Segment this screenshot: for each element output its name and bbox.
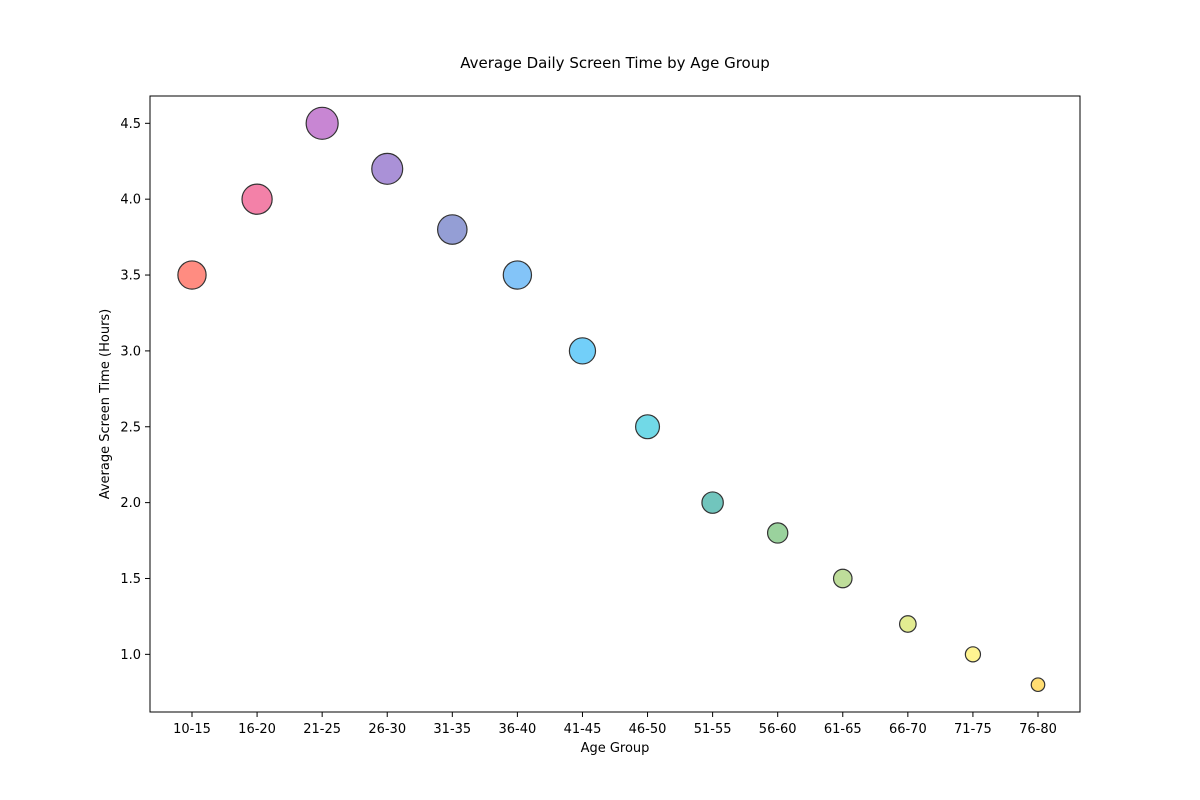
y-tick-label: 3.0 bbox=[120, 344, 141, 359]
x-tick-label: 26-30 bbox=[368, 722, 406, 737]
y-axis: 1.0 1.5 2.0 2.5 3.0 3.5 4.0 4.5 bbox=[120, 117, 150, 663]
y-tick-label: 2.0 bbox=[120, 496, 141, 511]
data-point-41-45 bbox=[568, 337, 597, 365]
plot-frame bbox=[149, 95, 1081, 713]
x-tick-label: 10-15 bbox=[173, 722, 211, 737]
x-tick-label: 51-55 bbox=[694, 722, 732, 737]
data-point-10-15 bbox=[177, 260, 207, 290]
x-tick-label: 61-65 bbox=[824, 722, 862, 737]
data-point-76-80 bbox=[1030, 677, 1046, 693]
y-tick-label: 3.5 bbox=[120, 269, 141, 284]
x-tick-label: 46-50 bbox=[629, 722, 667, 737]
x-tick-label: 21-25 bbox=[303, 722, 341, 737]
data-point-26-30 bbox=[371, 152, 404, 185]
x-tick-label: 36-40 bbox=[498, 722, 536, 737]
x-tick-label: 71-75 bbox=[954, 722, 992, 737]
x-tick-label: 66-70 bbox=[889, 722, 927, 737]
x-axis-label: Age Group bbox=[581, 741, 650, 756]
data-point-36-40 bbox=[502, 260, 533, 290]
y-tick-label: 4.5 bbox=[120, 117, 141, 132]
y-tick-label: 1.5 bbox=[120, 572, 141, 587]
data-point-51-55 bbox=[701, 491, 724, 514]
chart-title: Average Daily Screen Time by Age Group bbox=[460, 54, 770, 72]
data-point-31-35 bbox=[437, 214, 468, 245]
data-point-16-20 bbox=[241, 183, 273, 215]
x-tick-label: 31-35 bbox=[433, 722, 471, 737]
y-tick-label: 1.0 bbox=[120, 648, 141, 663]
data-point-56-60 bbox=[766, 522, 789, 544]
data-point-66-70 bbox=[898, 615, 917, 633]
x-axis: 10-15 16-20 21-25 26-30 31-35 36-40 41-45 46-50… bbox=[173, 712, 1057, 737]
y-tick-label: 2.5 bbox=[120, 420, 141, 435]
x-tick-label: 16-20 bbox=[238, 722, 276, 737]
data-points bbox=[177, 106, 1046, 693]
x-tick-label: 56-60 bbox=[759, 722, 797, 737]
data-point-21-25 bbox=[305, 106, 339, 140]
y-axis-label: Average Screen Time (Hours) bbox=[98, 309, 113, 500]
data-point-46-50 bbox=[635, 414, 661, 440]
y-tick-label: 4.0 bbox=[120, 193, 141, 208]
x-tick-label: 41-45 bbox=[564, 722, 602, 737]
x-tick-label: 76-80 bbox=[1019, 722, 1057, 737]
data-point-71-75 bbox=[964, 646, 982, 663]
data-point-61-65 bbox=[832, 568, 853, 589]
